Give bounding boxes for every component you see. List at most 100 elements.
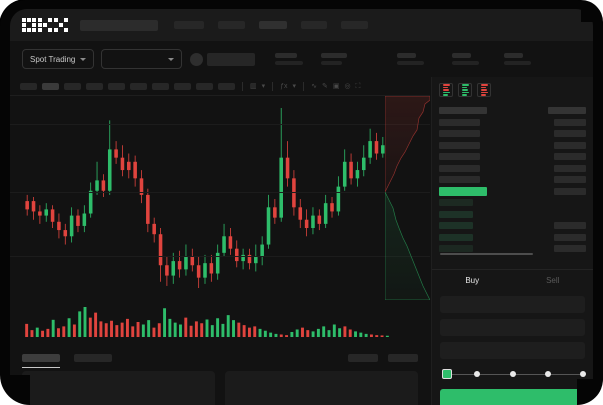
action-hide-other-pairs[interactable] [348, 354, 378, 362]
order-amount-input[interactable] [440, 318, 585, 336]
orderbook-bid-row[interactable] [439, 197, 586, 209]
line-chart-icon[interactable]: ∿ [311, 82, 317, 90]
orderbook-view-modes [432, 77, 593, 103]
volume-series [25, 307, 389, 338]
orderbook-ask-row[interactable] [439, 140, 586, 152]
orderbook-ask-row[interactable] [439, 163, 586, 175]
order-form-tabs: Buy Sell [432, 268, 593, 290]
tab-sell[interactable]: Sell [546, 275, 560, 285]
nav-item-3[interactable] [259, 21, 287, 29]
depth-chart-overlay [385, 96, 430, 300]
candlestick-series [25, 108, 385, 288]
timeframe-button-2[interactable] [42, 82, 59, 90]
chevron-down-icon[interactable]: ▾ [261, 82, 266, 90]
chart-toolbar: ▥ ▾ ƒx ▾ ∿ ✎ ▣ ◎ ⛶ [10, 77, 430, 96]
stat-volume-24h [504, 53, 532, 65]
nav-item-5[interactable] [341, 21, 368, 29]
pair-name-label [207, 52, 256, 66]
timeframe-button-6[interactable] [130, 82, 147, 90]
toolbar-divider [242, 81, 243, 91]
action-cancel-all[interactable] [388, 354, 418, 362]
tab-open-orders[interactable] [22, 354, 60, 368]
chevron-down-icon [80, 57, 87, 61]
market-type-label: Spot Trading [30, 54, 76, 64]
orderbook-bid-row[interactable] [439, 209, 586, 221]
order-price-input[interactable] [440, 295, 585, 313]
orderbook-bid-row[interactable] [439, 243, 586, 255]
okx-logo-icon[interactable] [22, 18, 68, 32]
slider-handle[interactable] [442, 368, 452, 379]
chevron-down-icon[interactable]: ▾ [292, 82, 297, 90]
timeframe-button-9[interactable] [196, 82, 213, 90]
pair-coin-avatar [190, 52, 204, 66]
ob-mode-asks-icon[interactable] [477, 83, 491, 97]
timeframe-button-8[interactable] [174, 82, 191, 90]
timeframe-button-1[interactable] [20, 82, 37, 90]
device-screen: Spot Trading [10, 9, 593, 405]
nav-item-1[interactable] [174, 21, 204, 29]
chart-gridline [10, 192, 430, 193]
orderbook-ask-row[interactable] [439, 151, 586, 163]
ob-mode-bids-icon[interactable] [458, 83, 472, 97]
stat-change-24h [321, 53, 348, 65]
settings-icon[interactable]: ◎ [344, 82, 351, 90]
tab-order-history[interactable] [74, 354, 112, 362]
magnet-icon[interactable]: ✎ [321, 82, 328, 90]
stat-low-24h [452, 53, 480, 65]
tab-buy[interactable]: Buy [465, 275, 480, 285]
price-chart[interactable] [10, 96, 430, 300]
frame-corner-bottom-left [0, 375, 30, 405]
timeframe-button-5[interactable] [108, 82, 125, 90]
market-type-dropdown[interactable]: Spot Trading [22, 49, 95, 69]
orderbook-trade-panel: Buy Sell [431, 77, 593, 405]
orderbook-ask-row[interactable] [439, 128, 586, 140]
candles-icon[interactable]: ▥ [250, 82, 257, 90]
slider-stop-75[interactable] [544, 370, 551, 377]
orderbook-scrollbar[interactable] [440, 253, 533, 255]
place-buy-order-button[interactable] [440, 388, 585, 405]
app-header [10, 9, 593, 41]
order-total-input[interactable] [440, 341, 585, 359]
stat-last-price [275, 53, 304, 65]
timeframe-button-4[interactable] [86, 82, 103, 90]
chart-gridline [10, 256, 430, 257]
orderbook-bid-row[interactable] [439, 232, 586, 244]
amount-percent-slider[interactable] [442, 368, 586, 381]
frame-corner-top-right [581, 0, 603, 22]
chevron-down-icon [168, 57, 175, 61]
chart-gridline [10, 124, 430, 125]
order-form-fields [432, 290, 593, 359]
timeframe-button-7[interactable] [152, 82, 169, 90]
card-positions[interactable] [225, 371, 418, 405]
ob-mode-both-icon[interactable] [439, 83, 453, 97]
slider-stop-50[interactable] [509, 370, 516, 377]
orderbook-header-row [439, 105, 586, 117]
ticker-bar: Spot Trading [10, 41, 593, 77]
orderbook-ask-row[interactable] [439, 117, 586, 129]
slider-stop-100[interactable] [580, 370, 586, 377]
orders-tabbar [10, 345, 430, 371]
toolbar-divider [272, 81, 274, 91]
frame-corner-bottom-right [577, 379, 603, 405]
card-assets[interactable] [22, 371, 215, 405]
orderbook-spread-row[interactable] [439, 186, 586, 198]
orderbook-bid-row[interactable] [439, 220, 586, 232]
fullscreen-icon[interactable]: ⛶ [355, 82, 361, 90]
orders-panel [10, 371, 430, 405]
timeframe-button-10[interactable] [218, 82, 235, 90]
timeframe-button-3[interactable] [64, 82, 81, 90]
camera-icon[interactable]: ▣ [332, 82, 340, 90]
indicators-icon[interactable]: ƒx [280, 82, 288, 90]
nav-item-4[interactable] [301, 21, 327, 29]
global-search-input[interactable] [80, 19, 158, 31]
volume-chart [10, 300, 430, 345]
orderbook-rows[interactable] [432, 103, 593, 255]
stat-high-24h [397, 53, 425, 65]
slider-stop-25[interactable] [474, 370, 481, 377]
pair-selector-dropdown[interactable] [101, 49, 183, 69]
orderbook-ask-row[interactable] [439, 174, 586, 186]
nav-item-2[interactable] [218, 21, 245, 29]
toolbar-divider [303, 81, 305, 91]
